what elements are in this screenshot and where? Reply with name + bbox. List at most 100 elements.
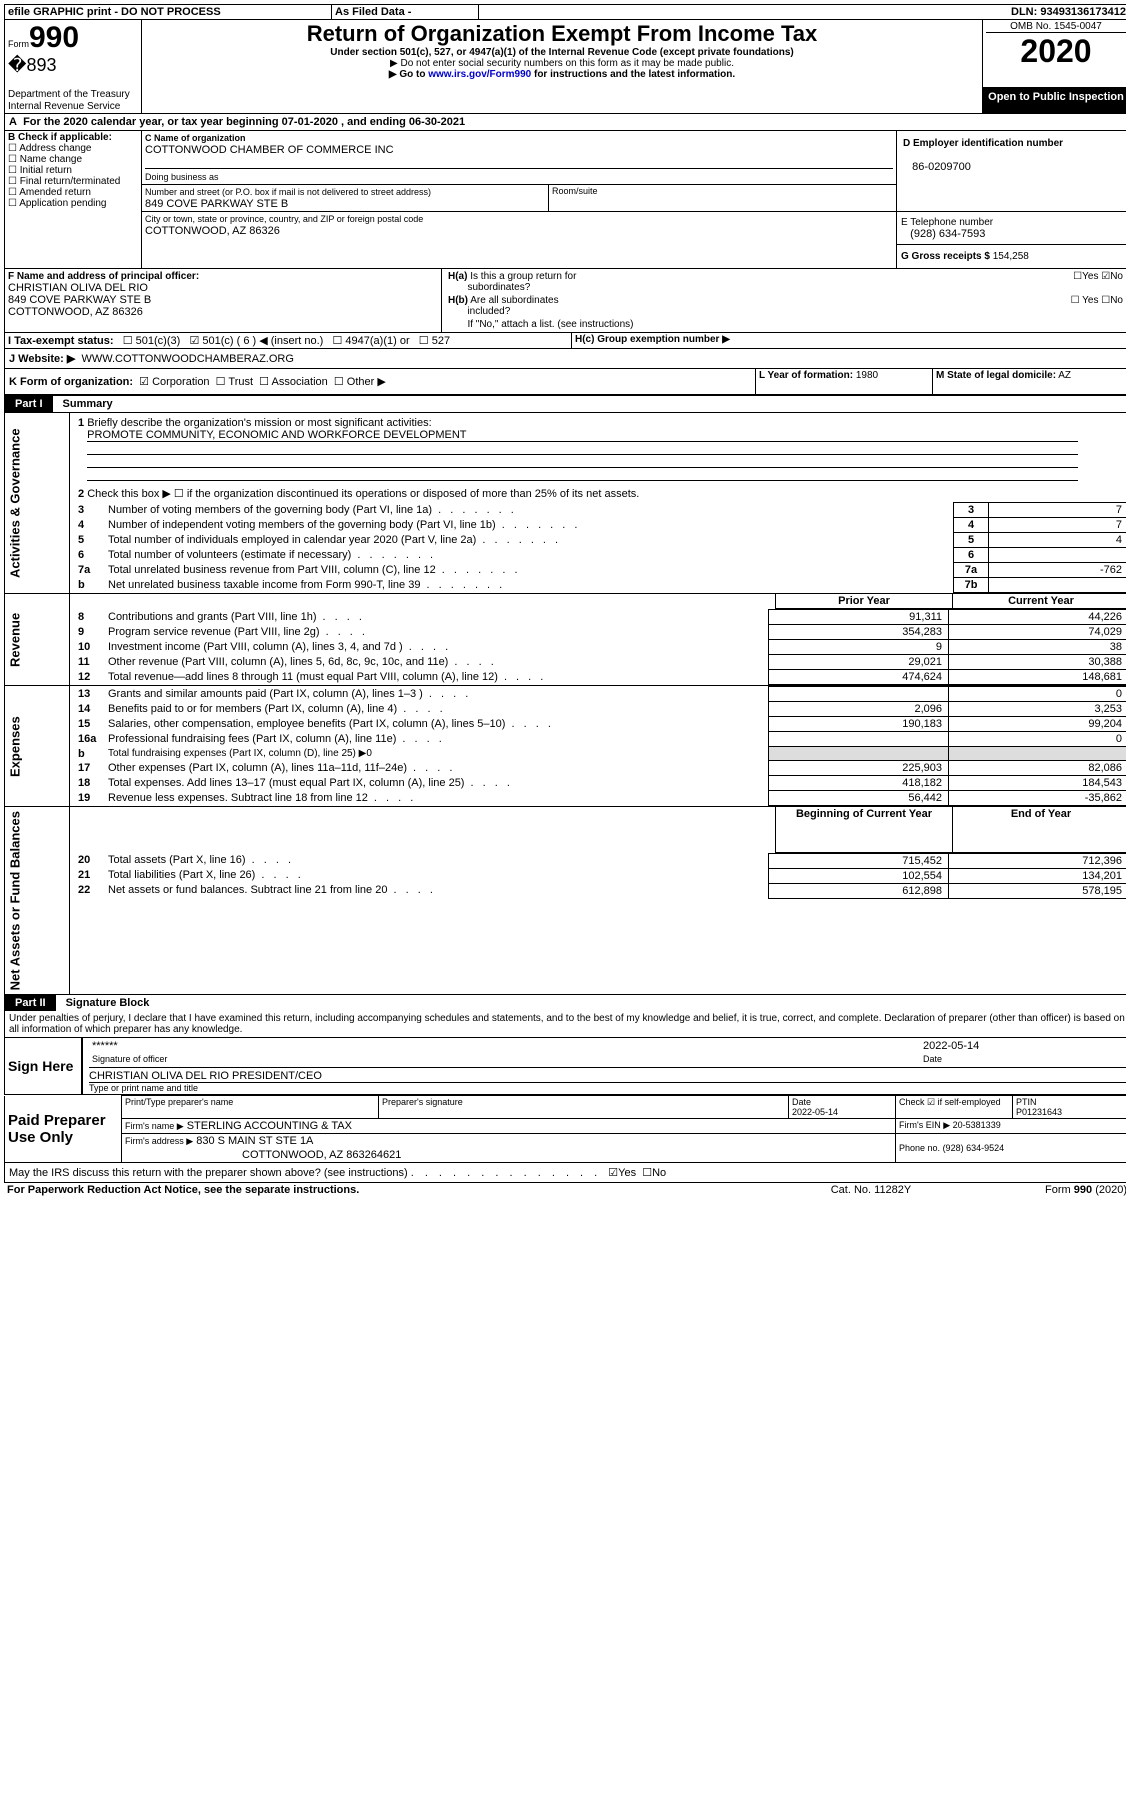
side-governance: Activities & Governance (5, 413, 70, 594)
officer-block: F Name and address of principal officer:… (4, 269, 1126, 333)
line1-label: Briefly describe the organization's miss… (87, 417, 431, 429)
sign-here-block: Sign Here ****** 2022-05-14 Signature of… (4, 1038, 1126, 1095)
entity-block: B Check if applicable: ☐ Address change … (4, 131, 1126, 269)
side-netassets: Net Assets or Fund Balances (5, 807, 70, 995)
asfiled-label: As Filed Data - (332, 5, 479, 20)
prior-year-header: Prior Year (776, 594, 953, 609)
form-number: 990 (29, 21, 79, 54)
gov-row: 6 Total number of volunteers (estimate i… (70, 548, 1126, 563)
data-row: 14 Benefits paid to or for members (Part… (70, 702, 1126, 717)
form-label: Form (8, 39, 29, 49)
end-year-header: End of Year (953, 807, 1126, 853)
omb-number: OMB No. 1545-0047 (986, 21, 1126, 33)
box-e: E Telephone number (928) 634-7593 (897, 212, 1126, 245)
data-row: 9 Program service revenue (Part VIII, li… (70, 625, 1126, 640)
open-inspection: Open to Public Inspection (983, 87, 1126, 114)
form-header: Form990 �893 Department of the Treasury … (4, 20, 1126, 114)
data-row: 20 Total assets (Part X, line 16) . . . … (70, 853, 1126, 868)
current-year-header: Current Year (953, 594, 1126, 609)
dept-treasury: Department of the Treasury (8, 89, 130, 100)
cat-no: Cat. No. 11282Y (768, 1183, 974, 1197)
signature-redacted: ****** (89, 1039, 920, 1053)
begin-year-header: Beginning of Current Year (776, 807, 953, 853)
box-g: G Gross receipts $ 154,258 (897, 245, 1126, 269)
website-url[interactable]: WWW.COTTONWOODCHAMBERAZ.ORG (81, 353, 293, 365)
city-label: City or town, state or province, country… (145, 214, 423, 224)
perjury-declaration: Under penalties of perjury, I declare th… (4, 1011, 1126, 1038)
form990-link[interactable]: www.irs.gov/Form990 (428, 69, 531, 80)
firm-city: COTTONWOOD, AZ 863264621 (122, 1148, 896, 1163)
line-k-label: K Form of organization: (9, 376, 133, 388)
firm-ein: 20-5381339 (953, 1120, 1001, 1130)
box-f: F Name and address of principal officer:… (5, 269, 442, 333)
efile-label: efile GRAPHIC print - DO NOT PROCESS (5, 5, 332, 20)
gov-row: b Net unrelated business taxable income … (70, 578, 1126, 593)
top-bar: efile GRAPHIC print - DO NOT PROCESS As … (4, 4, 1126, 20)
form-footer: Form 990 (2020) (974, 1183, 1126, 1197)
side-expenses: Expenses (5, 686, 70, 807)
data-row: 17 Other expenses (Part IX, column (A), … (70, 761, 1126, 776)
form-title: Return of Organization Exempt From Incom… (145, 21, 979, 47)
subtitle-3: ▶ Go to www.irs.gov/Form990 for instruct… (145, 69, 979, 80)
firm-name: STERLING ACCOUNTING & TAX (187, 1120, 352, 1132)
line-i-label: I Tax-exempt status: (8, 335, 114, 347)
pra-notice: For Paperwork Reduction Act Notice, see … (4, 1183, 768, 1197)
mission-text: PROMOTE COMMUNITY, ECONOMIC AND WORKFORC… (87, 429, 1078, 442)
part1-body: Activities & Governance 1 Briefly descri… (4, 412, 1126, 995)
data-row: 16a Professional fundraising fees (Part … (70, 732, 1126, 747)
dln: DLN: 93493136173412 (903, 5, 1126, 20)
org-city: COTTONWOOD, AZ 86326 (145, 225, 280, 237)
data-row: 8 Contributions and grants (Part VIII, l… (70, 610, 1126, 625)
klm-row: K Form of organization: ☑ Corporation ☐ … (4, 369, 1126, 395)
officer-name: CHRISTIAN OLIVA DEL RIO PRESIDENT/CEO (89, 1070, 322, 1082)
side-revenue: Revenue (5, 594, 70, 686)
tax-status-row: I Tax-exempt status: ☐ 501(c)(3) ☑ 501(c… (4, 333, 1126, 349)
data-row: 13 Grants and similar amounts paid (Part… (70, 687, 1126, 702)
addr-label: Number and street (or P.O. box if mail i… (145, 187, 431, 197)
year-formation: 1980 (856, 370, 878, 381)
line2-text: Check this box ▶ ☐ if the organization d… (87, 488, 639, 500)
org-name: COTTONWOOD CHAMBER OF COMMERCE INC (145, 144, 394, 156)
firm-phone: (928) 634-9524 (943, 1143, 1005, 1153)
data-row: 22 Net assets or fund balances. Subtract… (70, 883, 1126, 898)
ptin: P01231643 (1016, 1107, 1062, 1117)
data-row: 10 Investment income (Part VIII, column … (70, 640, 1126, 655)
paid-preparer-label: Paid Preparer Use Only (5, 1096, 122, 1163)
preparer-date: 2022-05-14 (792, 1107, 838, 1117)
gov-row: 3 Number of voting members of the govern… (70, 503, 1126, 518)
gov-row: 7a Total unrelated business revenue from… (70, 563, 1126, 578)
gov-row: 5 Total number of individuals employed i… (70, 533, 1126, 548)
gov-row: 4 Number of independent voting members o… (70, 518, 1126, 533)
part2-header: Part IISignature Block (4, 995, 1126, 1011)
sign-here-label: Sign Here (5, 1038, 83, 1095)
discuss-row: May the IRS discuss this return with the… (4, 1163, 1126, 1183)
self-employed-check: Check ☑ if self-employed (896, 1096, 1013, 1119)
box-d: D Employer identification number 86-0209… (897, 131, 1126, 212)
irs-label: Internal Revenue Service (8, 101, 120, 112)
data-row: 19 Revenue less expenses. Subtract line … (70, 791, 1126, 806)
data-row: 12 Total revenue—add lines 8 through 11 … (70, 670, 1126, 685)
data-row: b Total fundraising expenses (Part IX, c… (70, 747, 1126, 761)
footer: For Paperwork Reduction Act Notice, see … (4, 1183, 1126, 1197)
data-row: 18 Total expenses. Add lines 13–17 (must… (70, 776, 1126, 791)
box-h: H(a) Is this a group return for subordin… (442, 269, 1126, 333)
data-row: 11 Other revenue (Part VIII, column (A),… (70, 655, 1126, 670)
room-label: Room/suite (549, 185, 897, 212)
subtitle-2: ▶ Do not enter social security numbers o… (145, 58, 979, 69)
org-address: 849 COVE PARKWAY STE B (145, 198, 288, 210)
box-b: B Check if applicable: ☐ Address change … (5, 131, 142, 269)
paid-preparer-block: Paid Preparer Use Only Print/Type prepar… (4, 1095, 1126, 1163)
line-hc: H(c) Group exemption number ▶ (575, 334, 730, 345)
data-row: 15 Salaries, other compensation, employe… (70, 717, 1126, 732)
tax-year: 2020 (986, 33, 1126, 70)
data-row: 21 Total liabilities (Part X, line 26) .… (70, 868, 1126, 883)
firm-address: 830 S MAIN ST STE 1A (196, 1135, 313, 1147)
dba-label: Doing business as (145, 172, 219, 182)
signature-date: 2022-05-14 (920, 1039, 1126, 1053)
line-j: J Website: ▶ WWW.COTTONWOODCHAMBERAZ.ORG (4, 349, 1126, 369)
org-name-label: C Name of organization (145, 133, 246, 143)
subtitle-1: Under section 501(c), 527, or 4947(a)(1)… (145, 47, 979, 58)
part1-header: Part ISummary (4, 395, 1126, 412)
state-domicile: AZ (1058, 370, 1071, 381)
line-a: A For the 2020 calendar year, or tax yea… (4, 114, 1126, 131)
